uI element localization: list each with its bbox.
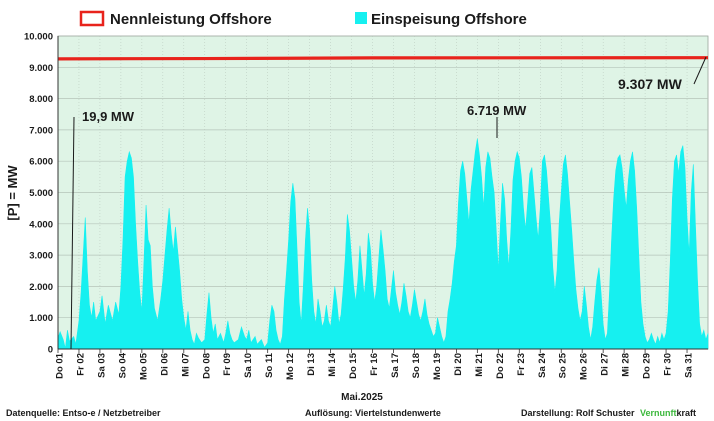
legend-swatch-feed-in xyxy=(355,12,367,24)
footer-credit: Darstellung: Rolf Schuster xyxy=(521,408,635,418)
y-tick-label: 2.000 xyxy=(29,282,53,293)
x-tick-label: Do 01 xyxy=(55,352,66,379)
x-tick-label: So 04 xyxy=(117,352,128,378)
annotation-capacity-label: 9.307 MW xyxy=(618,76,683,92)
x-tick-label: Mo 05 xyxy=(138,352,149,380)
annotation-min-label: 19,9 MW xyxy=(82,109,135,124)
x-tick-label: So 11 xyxy=(264,352,275,378)
footer: Datenquelle: Entso-e / Netzbetreiber Auf… xyxy=(6,408,696,418)
x-tick-label: Mo 19 xyxy=(432,353,443,380)
legend: Nennleistung Offshore Einspeisung Offsho… xyxy=(79,10,527,28)
x-tick-label: Do 15 xyxy=(348,352,359,379)
series-capacity-line xyxy=(57,56,709,61)
x-tick-label: Sa 17 xyxy=(390,353,401,378)
y-tick-label: 10.000 xyxy=(24,32,53,43)
x-tick-label: Do 08 xyxy=(201,353,212,379)
x-tick-label: Mi 28 xyxy=(621,353,632,377)
x-tick-label: Fr 02 xyxy=(75,353,86,376)
x-tick-label: Sa 31 xyxy=(684,352,695,378)
footer-resolution: Auflösung: Viertelstundenwerte xyxy=(305,408,441,418)
x-tick-label: So 18 xyxy=(411,353,422,378)
footer-source: Datenquelle: Entso-e / Netzbetreiber xyxy=(6,408,161,418)
footer-brand-b: kraft xyxy=(677,408,697,418)
y-tick-label: 8.000 xyxy=(29,94,53,105)
y-tick-label: 9.000 xyxy=(29,63,53,74)
legend-swatch-capacity xyxy=(79,10,105,27)
y-tick-label: 7.000 xyxy=(29,125,53,136)
x-tick-label: Do 22 xyxy=(495,353,506,379)
series-feed-in-area xyxy=(57,138,709,350)
x-tick-label: Di 20 xyxy=(453,353,464,376)
x-axis-title: Mai.2025 xyxy=(341,392,383,403)
x-tick-label: Di 13 xyxy=(306,353,317,376)
x-tick-label: Sa 10 xyxy=(243,353,254,378)
x-tick-label: Fr 16 xyxy=(369,353,380,376)
x-tick-label: So 25 xyxy=(558,352,569,378)
x-tick-label: Fr 30 xyxy=(663,353,674,376)
x-axis-ticks: Do 01 Fr 02 Sa 03 So 04 Mo 05 Di 06 Mi 07 Do 08… xyxy=(55,349,695,380)
y-axis-title: [P] = MW xyxy=(5,165,20,221)
y-axis-ticks: 0 1.000 2.000 3.000 4.000 5.000 6.000 7.000 8.00… xyxy=(24,32,53,356)
annotation-capacity-leader xyxy=(693,56,707,85)
y-tick-label: 4.000 xyxy=(29,219,53,230)
annotation-peak-label: 6.719 MW xyxy=(467,103,527,118)
x-tick-label: Do 29 xyxy=(642,353,653,379)
x-tick-label: Sa 03 xyxy=(96,353,107,378)
legend-label-capacity: Nennleistung Offshore xyxy=(110,11,272,28)
y-tick-label: 5.000 xyxy=(29,188,53,199)
x-tick-label: Mi 14 xyxy=(327,352,338,376)
y-tick-label: 3.000 xyxy=(29,251,53,262)
x-tick-label: Sa 24 xyxy=(537,352,548,378)
footer-brand: Vernunftkraft xyxy=(640,408,696,418)
x-tick-label: Fr 09 xyxy=(222,353,233,376)
y-tick-label: 6.000 xyxy=(29,157,53,168)
x-tick-label: Mi 07 xyxy=(180,353,191,377)
x-tick-label: Di 27 xyxy=(600,353,611,376)
x-tick-label: Mi 21 xyxy=(474,352,485,376)
footer-brand-a: Vernunft xyxy=(640,408,677,418)
x-tick-label: Fr 23 xyxy=(516,353,527,376)
x-tick-label: Mo 26 xyxy=(579,353,590,380)
y-tick-label: 1.000 xyxy=(29,313,53,324)
legend-label-feed-in: Einspeisung Offshore xyxy=(371,11,527,28)
annotation-min-leader xyxy=(70,116,75,350)
x-tick-label: Mo 12 xyxy=(285,353,296,380)
x-gridlines xyxy=(78,36,688,349)
annotations: 19,9 MW 6.719 MW 9.307 MW xyxy=(70,56,707,350)
x-tick-label: Di 06 xyxy=(159,353,170,376)
y-tick-label: 0 xyxy=(48,345,53,356)
